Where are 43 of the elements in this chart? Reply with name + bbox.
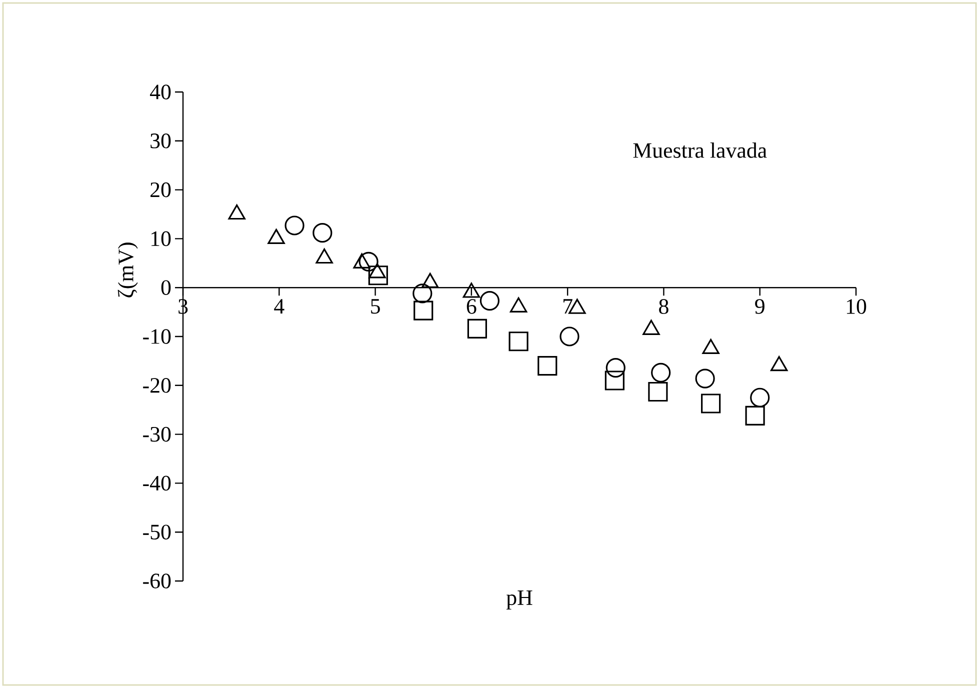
y-tick-label: 20: [150, 182, 171, 198]
point: [604, 370, 624, 390]
y-tick-label: 10: [151, 231, 171, 246]
y-tick-label: -10: [143, 329, 171, 344]
point: [651, 362, 671, 382]
point: [353, 253, 370, 268]
point: [268, 228, 285, 244]
point: [701, 394, 721, 414]
x-tick-label: 8: [659, 299, 668, 314]
point: [695, 368, 715, 388]
point: [606, 358, 626, 378]
annotation: Muestra lavada: [633, 142, 767, 158]
x-axis-title: pH: [506, 590, 532, 610]
point: [538, 356, 558, 376]
x-tick-label: 4: [274, 299, 284, 314]
point: [560, 326, 580, 346]
y-tick-label: -30: [143, 426, 171, 442]
point: [316, 248, 333, 264]
x-tick-label: 5: [371, 299, 380, 314]
y-tick-label: -40: [143, 476, 171, 491]
x-tick-label: 6: [466, 299, 476, 314]
point: [412, 284, 432, 304]
y-tick-label: -60: [143, 574, 171, 588]
x-tick-label: 10: [846, 299, 866, 314]
point: [228, 204, 246, 220]
point: [421, 272, 439, 288]
point: [750, 388, 770, 408]
y-tick-label: -20: [143, 378, 171, 393]
point: [462, 282, 480, 298]
y-tick-label: 30: [150, 134, 171, 148]
point: [508, 332, 528, 352]
y-tick-label: -50: [143, 524, 171, 540]
y-tick-label: 0: [161, 280, 171, 295]
point: [414, 300, 434, 320]
point: [745, 406, 765, 426]
point: [467, 318, 487, 338]
point: [480, 291, 500, 311]
x-tick-label: 9: [755, 299, 764, 314]
point: [648, 382, 668, 402]
point: [510, 297, 528, 312]
x-tick-label: 7: [564, 299, 572, 314]
y-axis-title: ζ(mV): [118, 242, 138, 298]
y-tick-label: 40: [150, 84, 171, 100]
